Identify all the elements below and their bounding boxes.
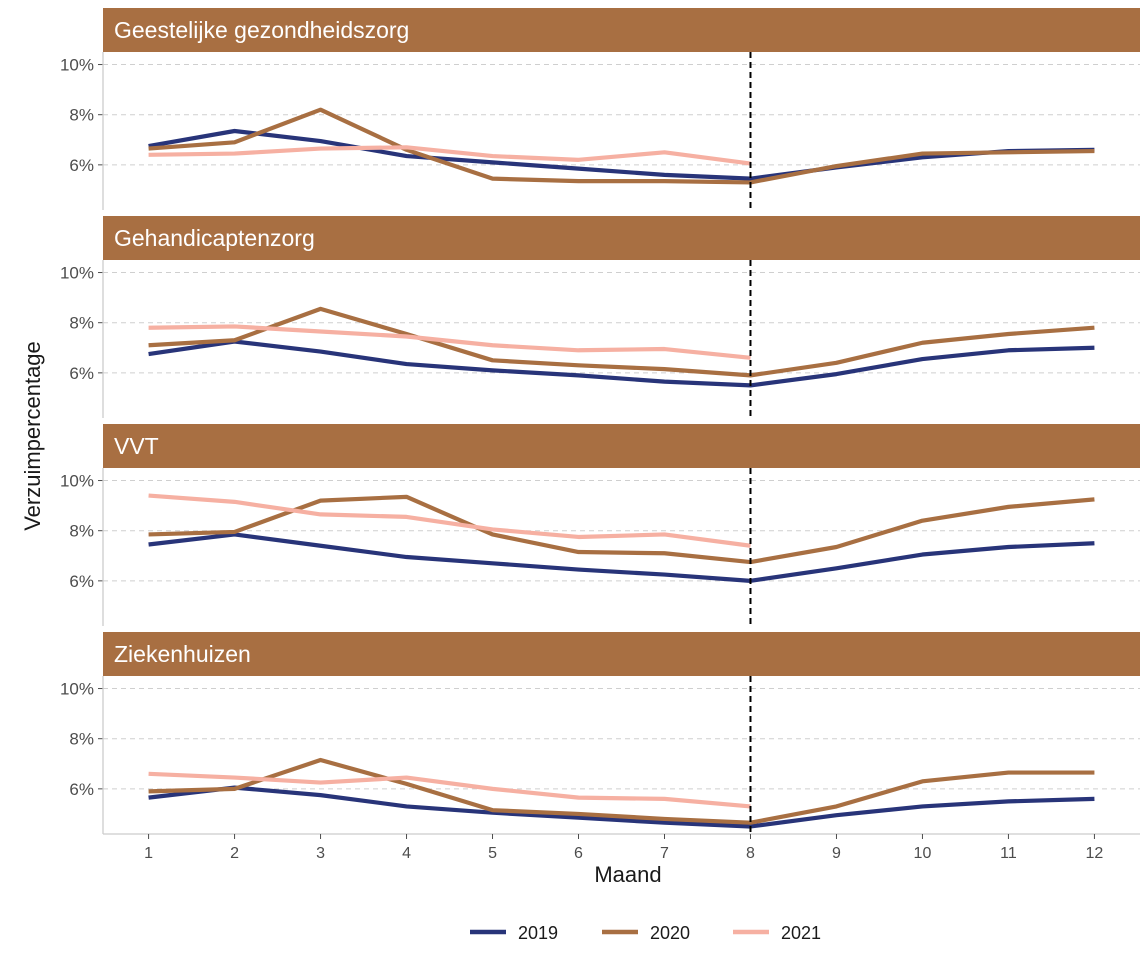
- x-tick-label: 3: [316, 845, 325, 862]
- x-tick-label: 6: [574, 845, 583, 862]
- x-tick-label: 10: [914, 845, 932, 862]
- series-line-2021: [148, 324, 751, 360]
- legend-label: 2020: [650, 923, 690, 943]
- y-tick-label: 10%: [60, 264, 94, 283]
- y-tick-label: 10%: [60, 56, 94, 75]
- x-tick-label: 2: [230, 845, 239, 862]
- panels: Geestelijke gezondheidszorg6%8%10%Gehand…: [60, 8, 1140, 834]
- legend-item: 2020: [602, 923, 690, 943]
- x-tick-label: 1: [144, 845, 153, 862]
- panel-strip: [103, 424, 1140, 468]
- panel-title: Ziekenhuizen: [114, 641, 251, 667]
- series-line-2019: [148, 785, 1095, 829]
- y-tick-label: 10%: [60, 680, 94, 699]
- y-tick-label: 8%: [69, 730, 94, 749]
- x-tick-label: 5: [488, 845, 497, 862]
- x-axis: 1 2 3 4 5 6 7 8 9 10 11 12: [103, 833, 1140, 862]
- y-tick-label: 10%: [60, 472, 94, 491]
- y-tick-label: 8%: [69, 314, 94, 333]
- x-tick-label: 4: [402, 845, 411, 862]
- y-tick-label: 6%: [69, 364, 94, 383]
- series-line-2019: [148, 128, 1095, 181]
- panel: VVT 6% 8% 10%: [60, 424, 1140, 626]
- panel: Geestelijke gezondheidszorg 6% 8% 10%: [60, 8, 1140, 210]
- y-axis-title: Verzuimpercentage: [20, 341, 45, 531]
- series-line-2020: [148, 757, 1095, 825]
- legend: 2019 2020 2021: [470, 923, 821, 943]
- x-tick-label: 8: [746, 845, 755, 862]
- series-line-2019: [148, 532, 1095, 583]
- series-line-2021: [148, 145, 751, 166]
- panel: Ziekenhuizen 6% 8% 10%: [60, 632, 1140, 834]
- panel: Gehandicaptenzorg 6% 8% 10%: [60, 216, 1140, 418]
- series-line-2021: [148, 771, 751, 809]
- panel-strip: [103, 8, 1140, 52]
- y-tick-label: 6%: [69, 780, 94, 799]
- panel-title: VVT: [114, 433, 159, 459]
- panel-title: Geestelijke gezondheidszorg: [114, 17, 409, 43]
- x-tick-label: 9: [832, 845, 841, 862]
- series-line-2020: [148, 494, 1095, 565]
- y-tick-label: 8%: [69, 106, 94, 125]
- y-tick-label: 6%: [69, 156, 94, 175]
- x-tick-label: 7: [660, 845, 669, 862]
- series-line-2020: [148, 306, 1095, 378]
- y-tick-label: 8%: [69, 522, 94, 541]
- legend-label: 2019: [518, 923, 558, 943]
- panel-strip: [103, 216, 1140, 260]
- series-line-2020: [148, 107, 1095, 185]
- x-axis-title: Maand: [594, 862, 661, 887]
- series-line-2021: [148, 493, 751, 548]
- legend-label: 2021: [781, 923, 821, 943]
- x-tick-label: 12: [1086, 845, 1104, 862]
- panel-strip: [103, 632, 1140, 676]
- legend-item: 2021: [733, 923, 821, 943]
- x-tick-label: 11: [1000, 845, 1017, 862]
- series-line-2019: [148, 339, 1095, 388]
- panel-title: Gehandicaptenzorg: [114, 225, 315, 251]
- y-tick-label: 6%: [69, 572, 94, 591]
- legend-item: 2019: [470, 923, 558, 943]
